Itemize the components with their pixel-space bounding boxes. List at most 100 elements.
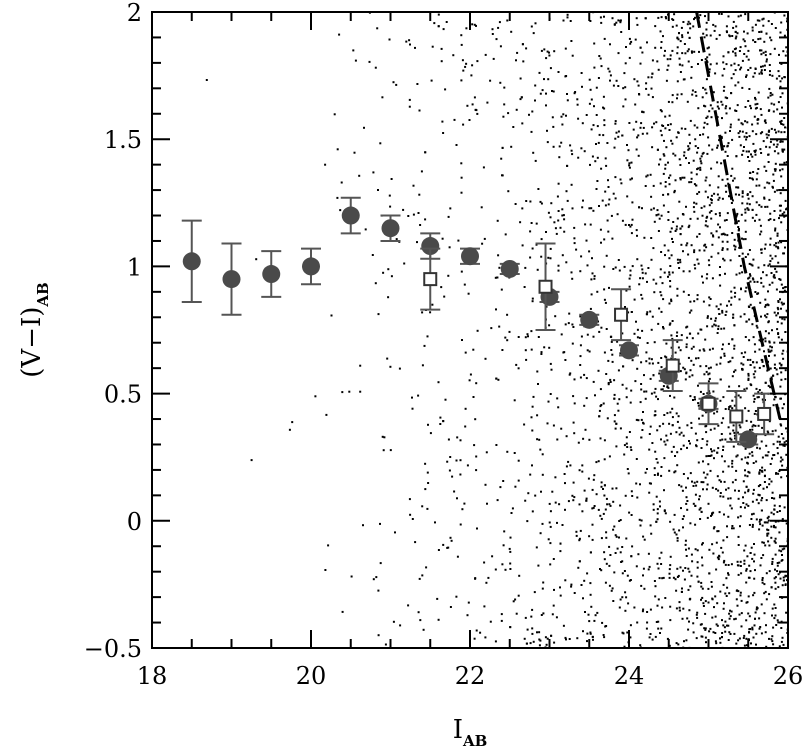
background-dot (585, 377, 588, 380)
background-dot (773, 398, 776, 401)
background-dot (629, 42, 632, 45)
background-dot (648, 362, 651, 365)
background-dot (726, 97, 729, 100)
background-dot (537, 564, 540, 567)
background-dot (745, 136, 748, 139)
background-dot (764, 590, 767, 593)
background-dot (625, 442, 628, 445)
background-dot (495, 444, 498, 446)
background-dot (578, 560, 581, 563)
background-dot (716, 451, 719, 454)
background-dot (671, 424, 674, 427)
data-point-circle (461, 247, 479, 266)
background-dot (655, 621, 658, 623)
background-dot (542, 612, 545, 615)
background-dot (437, 25, 440, 28)
background-dot (703, 249, 706, 252)
background-dot (585, 499, 588, 502)
background-dot (658, 500, 661, 503)
background-dot (684, 52, 687, 55)
background-dot (760, 469, 763, 472)
background-dot (688, 570, 691, 573)
background-dot (772, 404, 775, 407)
background-dot (440, 47, 443, 50)
background-dot (760, 230, 763, 233)
background-dot (761, 466, 764, 469)
background-dot (664, 185, 667, 188)
background-dot (680, 127, 683, 130)
background-dot (708, 204, 711, 207)
background-dot (638, 93, 640, 95)
background-dot (449, 456, 452, 458)
background-dot (687, 547, 690, 550)
background-dot (738, 385, 741, 388)
background-dot (704, 88, 707, 91)
background-dot (741, 86, 744, 89)
background-dot (578, 539, 581, 542)
background-dot (424, 218, 427, 221)
background-dot (681, 64, 684, 67)
background-dot (782, 252, 785, 255)
background-dot (729, 609, 731, 612)
background-dot (429, 432, 432, 435)
background-dot (602, 488, 604, 490)
background-dot (779, 140, 782, 143)
background-dot (572, 421, 575, 424)
background-dot (752, 462, 755, 464)
background-dot (781, 212, 784, 215)
background-dot (494, 640, 497, 643)
background-dot (737, 639, 740, 642)
background-dot (650, 328, 653, 331)
background-dot (421, 364, 424, 367)
background-dot (651, 146, 654, 149)
background-dot (739, 396, 742, 399)
background-dot (612, 192, 615, 195)
background-dot (692, 631, 695, 634)
background-dot (760, 248, 762, 251)
background-dot (620, 561, 623, 563)
background-dot (547, 256, 550, 259)
background-dot (750, 153, 752, 156)
background-dot (603, 458, 606, 461)
background-dot (614, 427, 617, 430)
background-dot (747, 374, 750, 377)
background-dot (737, 516, 740, 519)
background-dot (679, 566, 682, 569)
background-dot (605, 625, 608, 627)
background-dot (648, 357, 651, 360)
background-dot (685, 496, 688, 499)
background-dot (537, 188, 540, 190)
background-dot (671, 25, 674, 28)
background-dot (668, 644, 671, 647)
background-dot (781, 140, 784, 143)
background-dot (731, 407, 734, 410)
background-dot (579, 376, 582, 379)
background-dot (592, 506, 595, 509)
background-dot (670, 139, 673, 142)
background-dot (707, 587, 710, 590)
background-dot (621, 383, 624, 386)
background-dot (764, 340, 767, 343)
background-dot (709, 455, 712, 457)
background-dot (748, 339, 751, 342)
background-dot (680, 590, 683, 593)
data-point-square (757, 406, 772, 421)
background-dot (773, 497, 776, 500)
background-dot (625, 596, 628, 599)
background-dot (445, 21, 448, 23)
background-dot (683, 154, 686, 157)
background-dot (588, 78, 591, 81)
background-dot (717, 198, 720, 201)
background-dot (721, 636, 723, 639)
background-dot (339, 209, 342, 212)
background-dot (539, 532, 542, 535)
background-dot (529, 230, 532, 233)
background-dot (560, 115, 563, 118)
background-dot (566, 164, 569, 167)
background-dot (544, 636, 547, 639)
background-dot (688, 311, 691, 314)
background-dot (542, 581, 545, 584)
background-dot (557, 269, 560, 272)
background-dot (727, 361, 730, 364)
background-dot (751, 451, 754, 454)
